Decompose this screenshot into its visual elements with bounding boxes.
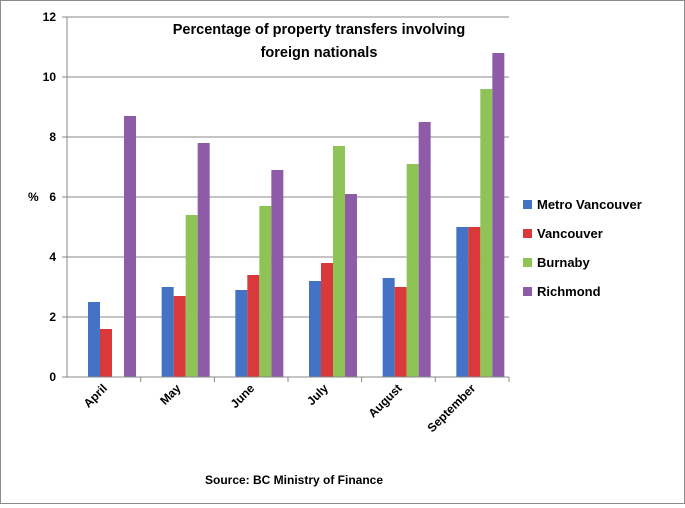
gridlines <box>62 16 510 382</box>
y-tick-labels: 0 2 4 6 8 10 12 <box>43 10 57 384</box>
source-note: Source: BC Ministry of Finance <box>205 473 383 487</box>
bar-burnaby-june <box>259 206 272 377</box>
bar-metro-vancouver-september <box>456 227 469 377</box>
bars <box>88 53 505 377</box>
y-tick-label: 4 <box>49 250 56 264</box>
chart-title-line-2: foreign nationals <box>261 45 378 61</box>
legend-swatch <box>523 229 532 238</box>
legend: Metro Vancouver Vancouver Burnaby Richmond <box>523 197 642 299</box>
y-tick-label: 10 <box>43 70 57 84</box>
bar-burnaby-september <box>480 89 493 377</box>
bar-vancouver-may <box>173 296 186 377</box>
bar-metro-vancouver-april <box>88 302 100 377</box>
bar-burnaby-may <box>185 215 198 377</box>
x-tick-label: June <box>228 381 258 411</box>
bar-metro-vancouver-may <box>161 287 174 377</box>
bar-metro-vancouver-june <box>235 290 248 377</box>
y-axis-label: % <box>28 190 39 204</box>
bar-vancouver-july <box>321 263 333 377</box>
legend-label: Vancouver <box>537 226 603 241</box>
x-tick-label: July <box>304 381 331 408</box>
bar-richmond-august <box>418 122 431 377</box>
bar-vancouver-august <box>394 287 407 377</box>
bar-richmond-july <box>345 194 357 377</box>
bar-richmond-april <box>124 116 136 377</box>
legend-swatch <box>523 258 532 267</box>
x-tick-label: August <box>365 381 404 420</box>
y-tick-label: 2 <box>49 310 56 324</box>
bar-burnaby-august <box>406 164 419 377</box>
y-tick-label: 6 <box>49 190 56 204</box>
bar-richmond-may <box>197 143 210 377</box>
bar-vancouver-june <box>247 275 260 377</box>
bar-richmond-june <box>271 170 284 377</box>
bar-metro-vancouver-august <box>382 278 395 377</box>
x-tick-label: September <box>425 381 479 435</box>
bar-burnaby-july <box>333 146 345 377</box>
bar-vancouver-september <box>468 227 481 377</box>
legend-label: Burnaby <box>537 255 591 270</box>
x-tick-label: April <box>81 381 110 410</box>
legend-label: Metro Vancouver <box>537 197 642 212</box>
bar-richmond-september <box>492 53 505 377</box>
y-tick-label: 0 <box>49 370 56 384</box>
x-tick-labels: April May June July August September <box>81 381 479 435</box>
legend-label: Richmond <box>537 284 601 299</box>
y-tick-label: 12 <box>43 10 57 24</box>
bar-metro-vancouver-july <box>309 281 321 377</box>
bar-vancouver-april <box>100 329 112 377</box>
legend-swatch <box>523 287 532 296</box>
chart-title-line-1: Percentage of property transfers involvi… <box>173 22 466 38</box>
y-tick-label: 8 <box>49 130 56 144</box>
x-tick-label: May <box>157 381 184 408</box>
legend-swatch <box>523 200 532 209</box>
axes <box>66 17 509 378</box>
